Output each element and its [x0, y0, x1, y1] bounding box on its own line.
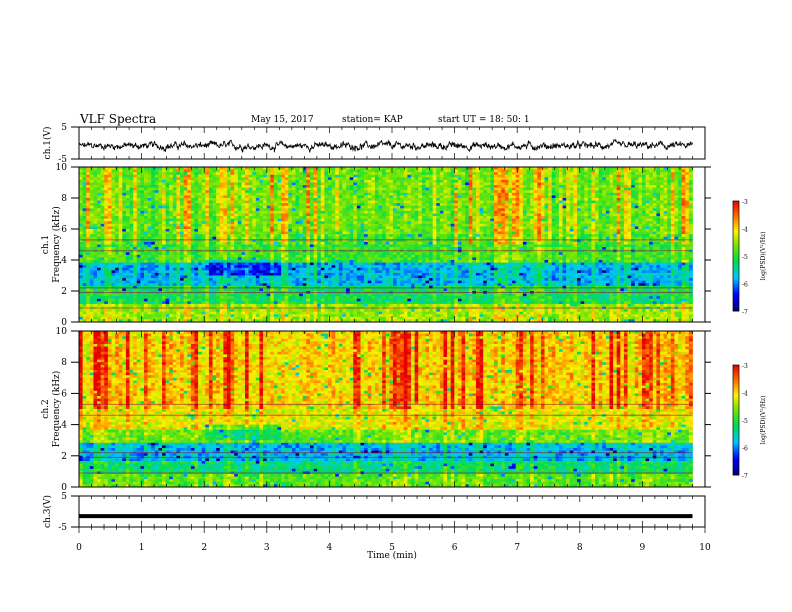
- x-tick-label: 4: [327, 543, 333, 553]
- ch1-colorbar-tick-label: -3: [742, 199, 748, 206]
- x-tick-label: 10: [699, 543, 711, 553]
- ch3-y-tick-label: -5: [58, 523, 67, 533]
- ch1-y-tick-label: 4: [61, 256, 67, 266]
- ch1-colorbar-tick-label: -6: [742, 282, 748, 289]
- ch1-y-tick-label: 10: [56, 163, 68, 173]
- ch1-colorbar-tick-label: -4: [742, 227, 748, 234]
- ch1-colorbar-tick-label: -7: [742, 309, 748, 316]
- ch2-colorbar: -3 -4 -5 -6 -7 log(PSD)(V²/Hz): [732, 363, 767, 480]
- ch1-y-tick-label: 0: [61, 318, 67, 328]
- ch3-y-axis-label: ch.3(V): [42, 495, 53, 528]
- ch2-y-tick-label: 8: [61, 358, 67, 368]
- ch2-colorbar-tick-label: -7: [742, 473, 748, 480]
- ch2-spectrogram-panel: 0 2 4 6 8 10 ch.2Frequency (kHz) -3 -4 -5 -6 -7 log(…: [41, 327, 767, 493]
- x-tick-label: 3: [264, 543, 270, 553]
- ch2-y-tick-label: 10: [56, 327, 68, 337]
- ch2-y-tick-label: 0: [61, 483, 67, 493]
- x-tick-label: 0: [76, 543, 82, 553]
- ch1-colorbar-frame: [732, 200, 740, 312]
- x-tick-label: 7: [514, 543, 520, 553]
- x-tick-label: 8: [577, 543, 583, 553]
- ch1-y-tick-label: 2: [61, 287, 67, 297]
- date-label: May 15, 2017: [251, 115, 314, 125]
- ch2-colorbar-tick-label: -4: [742, 391, 748, 398]
- x-axis: 0 1 2 3 4 5 6 7 8 9 10 Time (min): [76, 127, 711, 561]
- x-tick-label: 2: [201, 543, 207, 553]
- x-tick-label: 6: [452, 543, 458, 553]
- ch1-colorbar-label: log(PSD)(V²/Hz): [760, 232, 767, 281]
- ch2-colorbar-label: log(PSD)(V²/Hz): [760, 396, 767, 445]
- x-tick-label: 1: [139, 543, 145, 553]
- start-time-label: start UT = 18: 50: 1: [438, 115, 530, 125]
- ch1-y-axis-label: ch.1Frequency (kHz): [41, 206, 62, 283]
- ch1-spectrogram-cells: [79, 167, 693, 323]
- ch1-y-axis-label: ch.1(V): [42, 127, 53, 160]
- ch1-trace: [78, 138, 693, 153]
- ch2-colorbar-tick-label: -5: [742, 418, 748, 425]
- x-tick-label: 5: [389, 543, 395, 553]
- ch1-y-tick-label: 8: [61, 194, 67, 204]
- ch2-y-tick-label: 6: [61, 389, 67, 399]
- ch1-spectrogram-panel: 0 2 4 6 8 10 ch.1Frequency (kHz) -3 -4 -5 -6 -7 log(…: [41, 163, 767, 328]
- ch3-y-tick-label: 5: [61, 492, 67, 502]
- ch1-y-tick-label: -5: [58, 155, 67, 165]
- ch2-y-axis-label: ch.2Frequency (kHz): [41, 371, 62, 448]
- ch2-colorbar-frame: [732, 364, 740, 476]
- station-label: station= KAP: [342, 115, 403, 125]
- ch2-y-tick-label: 2: [61, 452, 67, 462]
- ch2-y-tick-label: 4: [61, 421, 67, 431]
- x-axis-label: Time (min): [367, 550, 417, 561]
- ch1-colorbar: -3 -4 -5 -6 -7 log(PSD)(V²/Hz): [732, 199, 767, 316]
- ch1-y-tick-label: 6: [61, 225, 67, 235]
- ch2-spectrogram-cells: [79, 331, 693, 488]
- figure-title: VLF Spectra: [80, 112, 156, 126]
- ch1-colorbar-tick-label: -5: [742, 254, 748, 261]
- ch1-y-tick-label: 5: [61, 123, 67, 133]
- ch2-colorbar-tick-label: -3: [742, 363, 748, 370]
- x-tick-label: 9: [640, 543, 646, 553]
- ch2-colorbar-tick-label: -6: [742, 446, 748, 453]
